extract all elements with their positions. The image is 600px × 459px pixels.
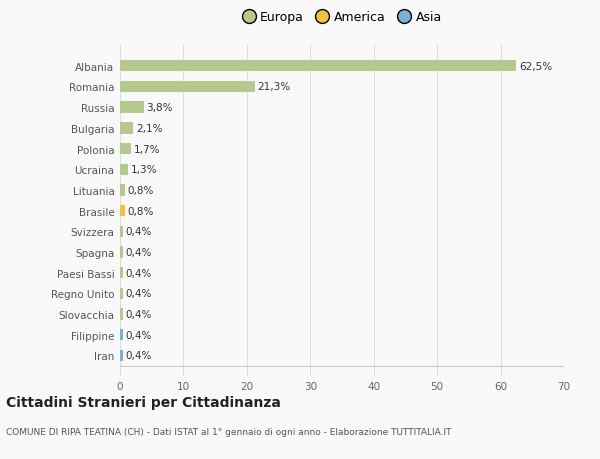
Text: 0,4%: 0,4% xyxy=(125,289,151,299)
Bar xyxy=(120,82,255,93)
Bar xyxy=(120,206,125,217)
Text: 0,4%: 0,4% xyxy=(125,247,151,257)
Text: 0,4%: 0,4% xyxy=(125,309,151,319)
Text: 3,8%: 3,8% xyxy=(146,103,173,113)
Text: 1,7%: 1,7% xyxy=(133,144,160,154)
Bar xyxy=(120,226,122,237)
Bar xyxy=(120,185,125,196)
Bar xyxy=(120,288,122,299)
Text: COMUNE DI RIPA TEATINA (CH) - Dati ISTAT al 1° gennaio di ogni anno - Elaborazio: COMUNE DI RIPA TEATINA (CH) - Dati ISTAT… xyxy=(6,427,452,436)
Text: 21,3%: 21,3% xyxy=(257,82,291,92)
Text: 0,4%: 0,4% xyxy=(125,330,151,340)
Bar xyxy=(120,144,131,155)
Bar xyxy=(120,309,122,320)
Bar xyxy=(120,102,144,113)
Text: 0,8%: 0,8% xyxy=(128,206,154,216)
Text: 2,1%: 2,1% xyxy=(136,123,163,134)
Text: 0,4%: 0,4% xyxy=(125,351,151,361)
Bar xyxy=(120,330,122,341)
Text: 0,4%: 0,4% xyxy=(125,227,151,237)
Bar xyxy=(120,268,122,279)
Text: 0,8%: 0,8% xyxy=(128,185,154,196)
Bar xyxy=(120,123,133,134)
Text: 1,3%: 1,3% xyxy=(131,165,157,175)
Bar xyxy=(120,61,517,72)
Text: 62,5%: 62,5% xyxy=(519,62,552,72)
Text: Cittadini Stranieri per Cittadinanza: Cittadini Stranieri per Cittadinanza xyxy=(6,395,281,409)
Bar xyxy=(120,350,122,361)
Bar xyxy=(120,164,128,175)
Legend: Europa, America, Asia: Europa, America, Asia xyxy=(238,6,446,29)
Bar xyxy=(120,247,122,258)
Text: 0,4%: 0,4% xyxy=(125,268,151,278)
